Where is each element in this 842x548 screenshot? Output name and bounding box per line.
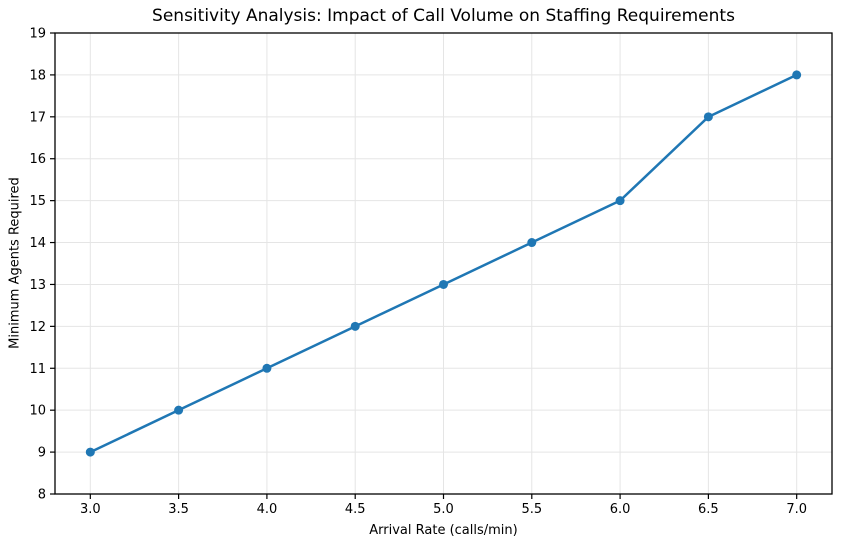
- data-point-marker: [439, 279, 448, 289]
- data-point-marker: [703, 112, 713, 122]
- y-tick-label: 13: [29, 278, 46, 293]
- y-tick-label: 18: [29, 68, 46, 83]
- data-point-marker: [792, 70, 802, 80]
- y-tick-label: 10: [29, 404, 46, 419]
- y-tick-label: 12: [29, 320, 46, 335]
- y-tick-label: 8: [38, 488, 46, 503]
- x-tick-label: 6.0: [610, 502, 631, 517]
- x-tick-label: 5.0: [433, 502, 454, 517]
- y-axis-label: Minimum Agents Required: [7, 177, 23, 349]
- x-tick-label: 7.0: [786, 502, 807, 517]
- data-point-marker: [615, 196, 625, 206]
- x-tick-label: 3.0: [80, 502, 101, 517]
- x-tick-label: 4.0: [257, 502, 278, 517]
- y-tick-label: 14: [29, 236, 46, 251]
- data-point-marker: [174, 405, 184, 415]
- y-tick-label: 16: [29, 152, 46, 167]
- y-tick-label: 9: [38, 446, 46, 461]
- y-tick-label: 15: [29, 194, 46, 209]
- x-tick-label: 5.5: [521, 502, 542, 517]
- x-tick-label: 3.5: [168, 502, 189, 517]
- x-axis-label: Arrival Rate (calls/min): [369, 523, 518, 538]
- y-tick-label: 17: [29, 110, 46, 125]
- y-tick-label: 19: [29, 27, 46, 42]
- y-tick-label: 11: [29, 362, 46, 377]
- x-tick-label: 6.5: [698, 502, 719, 517]
- data-point-marker: [350, 321, 360, 331]
- data-point-marker: [262, 363, 272, 373]
- data-point-marker: [527, 238, 537, 248]
- chart-title: Sensitivity Analysis: Impact of Call Vol…: [152, 6, 735, 26]
- x-tick-label: 4.5: [345, 502, 366, 517]
- data-point-marker: [85, 447, 95, 457]
